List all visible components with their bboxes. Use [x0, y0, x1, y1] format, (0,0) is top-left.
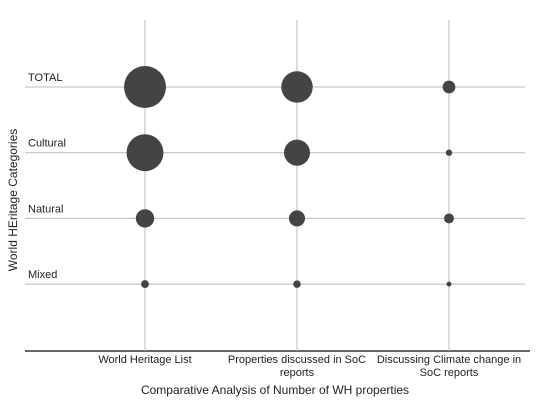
bubble [135, 209, 155, 228]
y-tick-label: TOTAL [28, 72, 62, 84]
bubble [288, 210, 306, 227]
y-tick-label: Natural [28, 203, 63, 215]
bubble [281, 71, 313, 103]
y-tick-label: Mixed [28, 269, 57, 281]
bubble [445, 149, 453, 156]
y-tick-label: Cultural [28, 138, 66, 150]
bubble [141, 280, 149, 289]
bubble [442, 80, 456, 94]
bubble [126, 134, 164, 172]
x-axis-label: Comparative Analysis of Number of WH pro… [141, 383, 409, 397]
y-axis-label: World HEritage Categories [6, 129, 20, 272]
bubble [283, 139, 311, 166]
bubble [444, 213, 454, 224]
bubble [124, 66, 166, 108]
x-tick-label: Discussing Climate change in SoC reports [376, 354, 522, 379]
x-tick-label: Properties discussed in SoC reports [227, 354, 367, 379]
x-tick-label: World Heritage List [98, 354, 192, 366]
bubble [446, 281, 452, 287]
bubble [293, 280, 301, 288]
